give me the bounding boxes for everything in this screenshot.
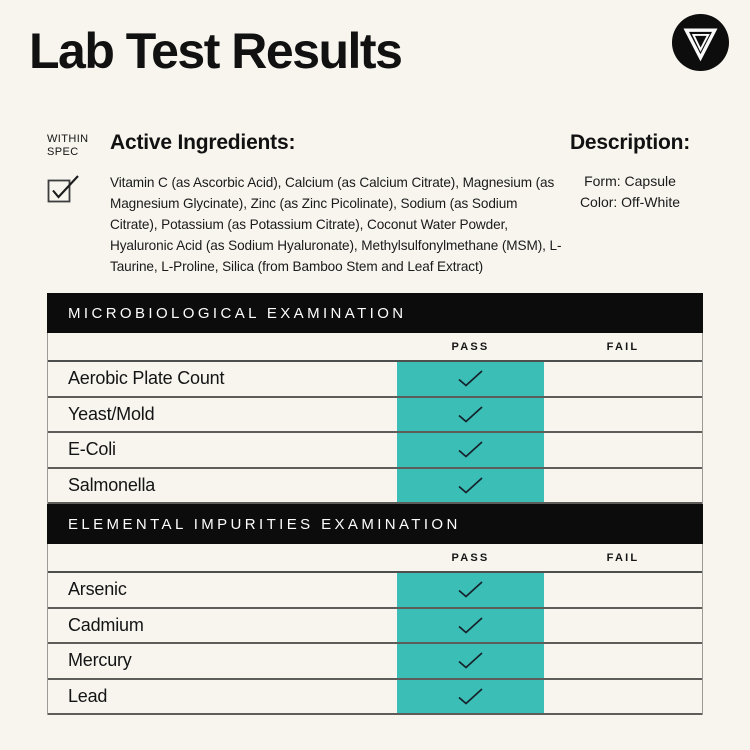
brand-logo-icon xyxy=(671,13,730,72)
test-name: Lead xyxy=(68,685,108,706)
table-row: Salmonella xyxy=(48,468,702,504)
active-ingredients-heading: Active Ingredients: xyxy=(110,131,296,154)
pass-cell xyxy=(397,433,544,467)
check-icon xyxy=(458,441,483,458)
pass-cell xyxy=(397,679,544,713)
fail-column-header: FAIL xyxy=(606,340,640,353)
pass-cell xyxy=(397,608,544,642)
test-name: Mercury xyxy=(68,650,132,671)
fail-cell xyxy=(544,680,702,714)
fail-cell xyxy=(544,398,702,432)
pass-column-header: PASS xyxy=(451,340,490,353)
check-icon xyxy=(458,370,483,387)
table-title-microbiological: MICROBIOLOGICAL EXAMINATION xyxy=(47,293,703,333)
active-ingredients-text: Vitamin C (as Ascorbic Acid), Calcium (a… xyxy=(110,175,562,274)
description-heading: Description: xyxy=(569,131,691,154)
table-row: Yeast/Mold xyxy=(48,397,702,433)
description-section: Description: Form: Capsule Color: Off-Wh… xyxy=(556,131,704,213)
check-icon xyxy=(458,688,483,705)
test-name: Arsenic xyxy=(68,579,127,600)
test-name: Yeast/Mold xyxy=(68,403,155,424)
check-icon xyxy=(458,406,483,423)
check-icon xyxy=(458,477,483,494)
active-ingredients-section: Active Ingredients: Vitamin C (as Ascorb… xyxy=(110,131,568,277)
within-spec-block: WITHIN SPEC xyxy=(47,133,103,203)
table-title-elemental: ELEMENTAL IMPURITIES EXAMINATION xyxy=(47,504,703,544)
table-row: Lead xyxy=(48,679,702,715)
pass-cell xyxy=(397,644,544,678)
pass-cell xyxy=(397,362,544,396)
check-icon xyxy=(458,617,483,634)
pass-cell xyxy=(397,573,544,607)
test-name: Salmonella xyxy=(68,474,156,495)
fail-cell xyxy=(544,609,702,643)
description-values: Form: Capsule Color: Off-White xyxy=(556,171,704,213)
description-form: Form: Capsule xyxy=(584,173,676,189)
within-spec-label: WITHIN SPEC xyxy=(47,133,89,158)
fail-cell xyxy=(544,573,702,607)
table-row: Arsenic xyxy=(48,573,702,609)
table-row: Aerobic Plate Count xyxy=(48,362,702,398)
test-name: Cadmium xyxy=(68,614,144,635)
within-spec-checkbox[interactable] xyxy=(47,173,81,203)
page-title: Lab Test Results xyxy=(29,23,403,79)
test-name: Aerobic Plate Count xyxy=(68,368,225,389)
pass-cell xyxy=(397,468,544,502)
fail-cell xyxy=(544,469,702,503)
fail-cell xyxy=(544,362,702,396)
check-icon xyxy=(458,652,483,669)
table-row: E-Coli xyxy=(48,433,702,469)
column-header-row: PASS FAIL xyxy=(48,544,702,573)
check-icon xyxy=(458,581,483,598)
pass-column-header: PASS xyxy=(451,551,490,564)
table-row: Cadmium xyxy=(48,608,702,644)
fail-column-header: FAIL xyxy=(606,551,640,564)
pass-cell xyxy=(397,397,544,431)
test-name: E-Coli xyxy=(68,439,116,460)
fail-cell xyxy=(544,433,702,467)
results-tables: MICROBIOLOGICAL EXAMINATION PASS FAIL Ae… xyxy=(47,293,703,715)
table-row: Mercury xyxy=(48,644,702,680)
fail-cell xyxy=(544,644,702,678)
column-header-row: PASS FAIL xyxy=(48,333,702,362)
description-color: Color: Off-White xyxy=(579,194,681,210)
